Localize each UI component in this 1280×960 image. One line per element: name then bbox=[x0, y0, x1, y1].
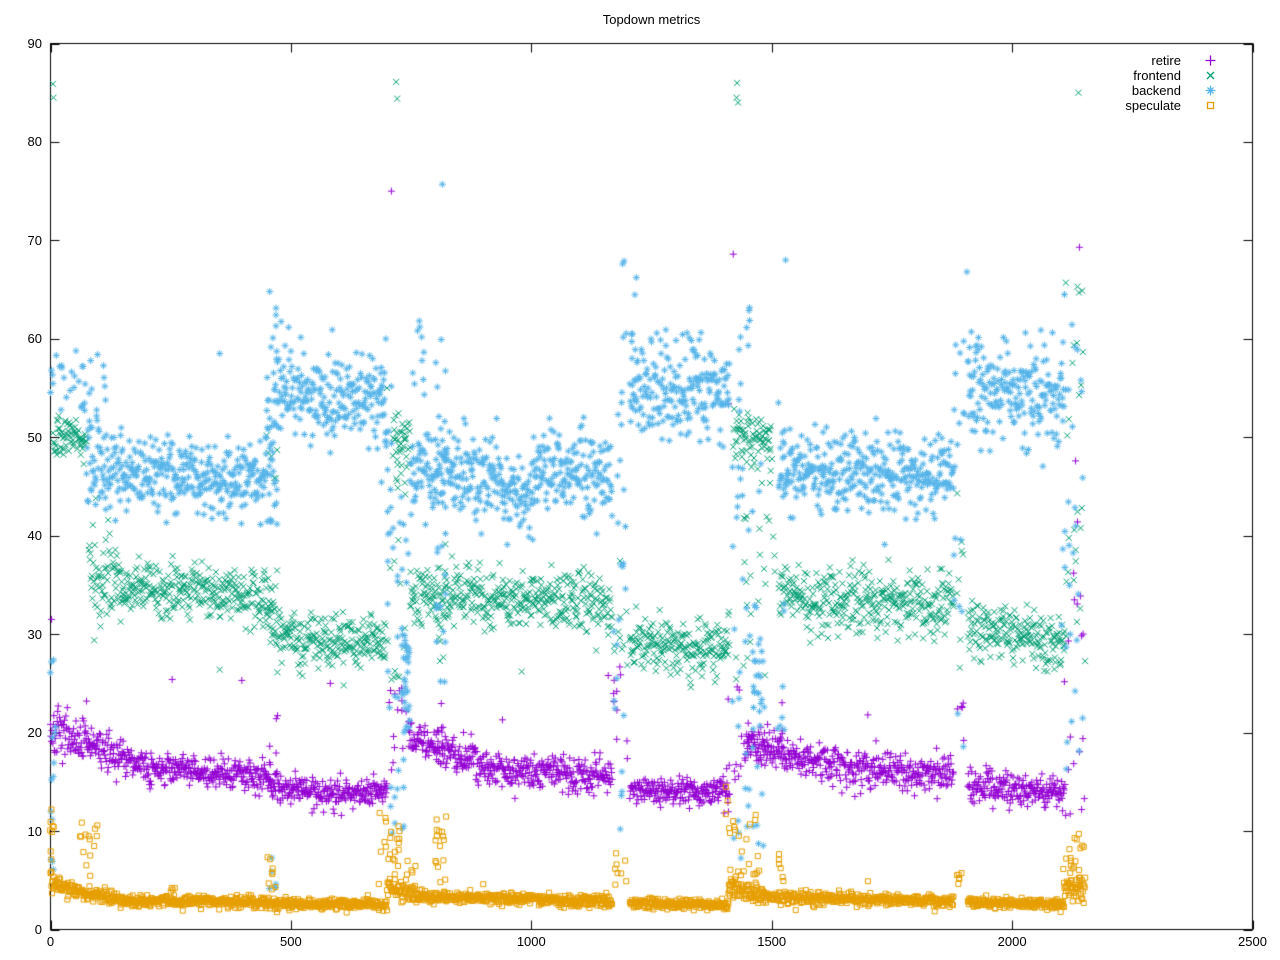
scatter-plot-canvas bbox=[0, 0, 1280, 960]
chart: Topdown metrics 0 10 20 30 40 50 60 70 80 90 0 500 1… bbox=[0, 0, 1280, 960]
